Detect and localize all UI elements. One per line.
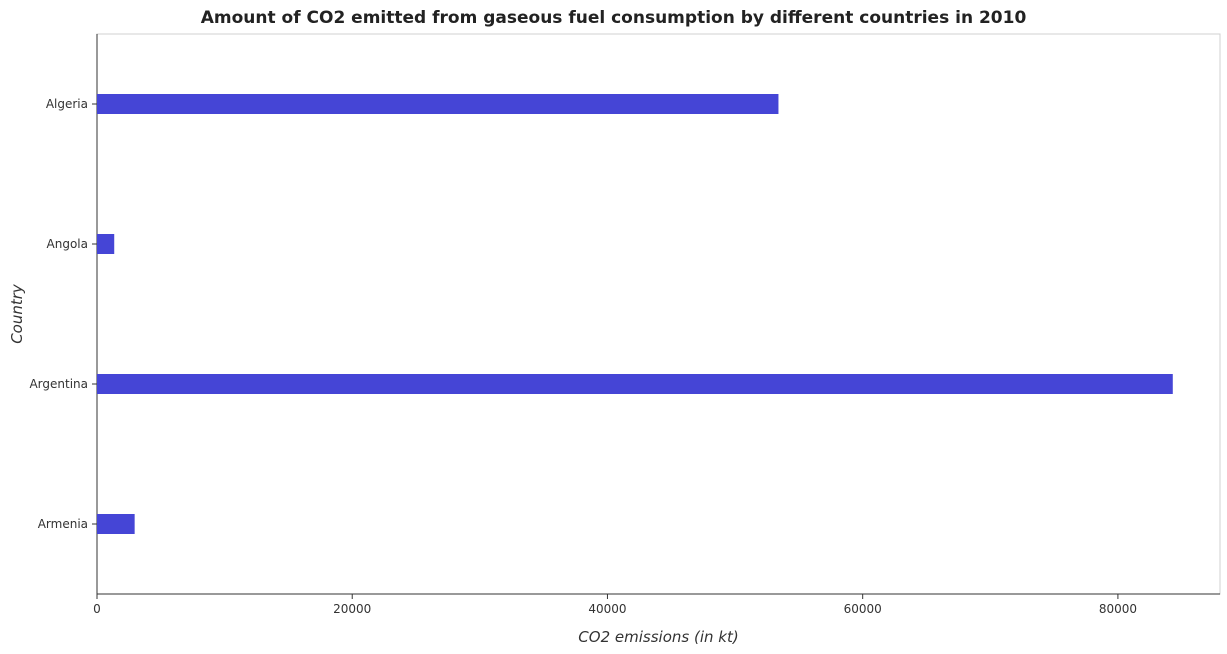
bar-argentina [97,374,1173,394]
x-ticks: 0 20000 40000 60000 80000 [93,594,1137,616]
x-tick-label: 80000 [1099,602,1137,616]
bar-algeria [97,94,779,114]
chart-title: Amount of CO2 emitted from gaseous fuel … [200,8,1027,28]
x-tick-label: 60000 [844,602,882,616]
y-axis-title: Country [8,283,26,344]
y-tick-label: Argentina [29,377,88,391]
bars-layer [97,94,1173,534]
plot-area [96,33,1221,595]
x-tick-label: 40000 [588,602,626,616]
y-tick-label: Angola [47,237,88,251]
bar-angola [97,234,115,254]
x-tick-label: 20000 [333,602,371,616]
bar-armenia [97,514,135,534]
y-tick-label: Armenia [38,517,88,531]
y-tick-label: Algeria [46,97,88,111]
x-axis-title: CO2 emissions (in kt) [578,628,738,646]
y-ticks: Algeria Angola Argentina Armenia [29,97,97,531]
x-tick-label: 0 [93,602,101,616]
